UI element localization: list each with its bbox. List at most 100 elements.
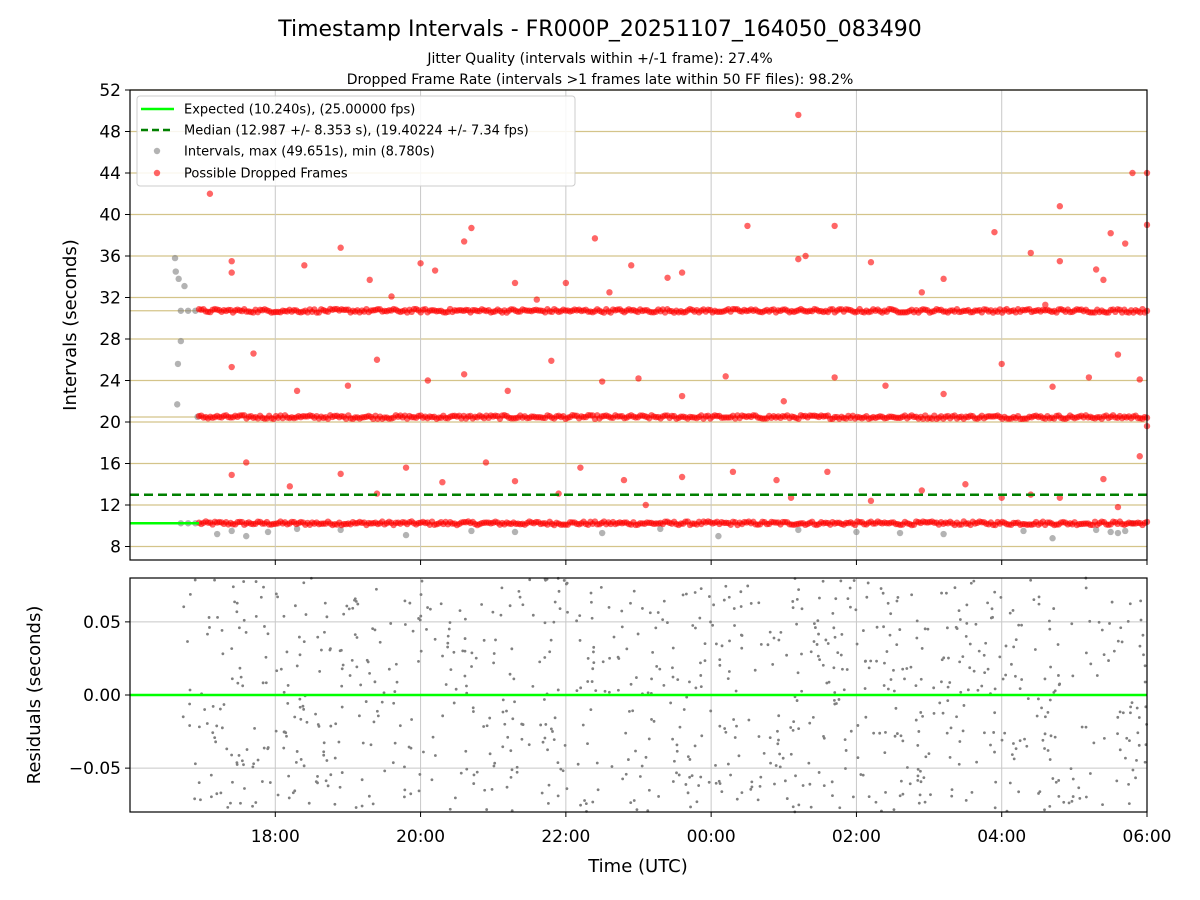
residual-point — [869, 659, 873, 663]
residual-point — [531, 684, 535, 688]
residual-point — [301, 704, 305, 708]
residual-point — [215, 724, 219, 728]
interval-point — [511, 528, 519, 536]
residual-point — [1043, 677, 1047, 681]
residual-point — [1043, 808, 1046, 812]
dropped-frame-point — [548, 357, 555, 364]
residual-point — [368, 671, 371, 675]
residual-point — [488, 716, 492, 720]
residual-point — [895, 599, 899, 603]
residual-point — [681, 593, 685, 597]
residual-point — [915, 636, 919, 640]
residual-point — [863, 687, 867, 690]
residual-point — [531, 613, 535, 617]
residual-point — [867, 666, 871, 670]
residual-point — [634, 676, 638, 679]
residual-point — [661, 618, 665, 622]
residual-point — [448, 807, 452, 811]
residual-point — [510, 647, 514, 651]
residual-point — [548, 650, 552, 654]
residual-point — [353, 598, 356, 602]
residual-point — [699, 685, 703, 689]
residual-point — [492, 764, 496, 768]
interval-point — [657, 525, 664, 533]
residual-point — [753, 668, 757, 672]
residual-point — [211, 704, 215, 708]
residual-point — [800, 689, 804, 693]
residual-point — [1020, 623, 1023, 627]
residual-point — [617, 657, 621, 660]
residual-point — [941, 711, 945, 715]
residual-point — [398, 724, 402, 728]
residual-point — [1014, 638, 1018, 642]
residual-point — [1078, 796, 1082, 800]
residual-point — [878, 731, 882, 735]
residual-point — [586, 657, 590, 660]
residual-point — [333, 756, 337, 760]
residual-point — [233, 600, 237, 604]
residuals-plot: 18:00 20:00 22:00 00:00 02:00 04:00 06:00 −0.05… — [69, 576, 1172, 847]
residual-point — [274, 729, 278, 733]
interval-point — [598, 529, 606, 537]
residual-point — [718, 782, 722, 785]
residual-point — [620, 609, 624, 613]
residual-point — [494, 638, 497, 642]
interval-point — [228, 527, 235, 535]
residual-point — [373, 680, 377, 684]
dropped-frame-point — [388, 293, 395, 300]
residual-point — [647, 788, 651, 792]
residual-point — [264, 655, 268, 659]
residual-point — [950, 794, 954, 798]
residual-point — [417, 659, 420, 663]
interval-point — [1092, 526, 1100, 534]
legend-label: Median (12.987 +/- 8.353 s), (19.40224 +… — [184, 124, 529, 139]
residual-point — [824, 638, 828, 642]
residual-point — [340, 667, 344, 671]
residual-point — [220, 628, 224, 632]
residual-point — [207, 616, 211, 619]
residual-point — [586, 742, 589, 746]
residual-point — [968, 642, 972, 646]
residual-point — [418, 773, 422, 776]
residual-point — [1095, 674, 1099, 677]
residual-point — [329, 647, 332, 651]
residual-point — [1137, 743, 1141, 747]
residual-point — [818, 596, 821, 600]
residual-point — [779, 631, 783, 634]
legend-label: Expected (10.240s), (25.00000 fps) — [184, 103, 415, 118]
residual-point — [229, 801, 232, 805]
residual-point — [464, 749, 468, 753]
residual-point — [1125, 736, 1129, 740]
dropped-frame-point — [1092, 266, 1100, 273]
residual-point — [839, 653, 843, 657]
residual-point — [403, 765, 406, 769]
dropped-frame-point — [991, 228, 998, 236]
dropped-frame-point — [460, 238, 468, 245]
residual-point — [509, 775, 513, 779]
residual-point — [739, 633, 743, 637]
residual-point — [1084, 795, 1088, 799]
residual-point — [508, 672, 512, 676]
residual-point — [373, 628, 377, 632]
residual-point — [1130, 701, 1134, 705]
dropped-frame-point — [678, 473, 686, 481]
residual-point — [407, 745, 411, 749]
residual-point — [491, 610, 495, 614]
chart-subtitle-jitter: Jitter Quality (intervals within +/-1 fr… — [426, 51, 772, 67]
top-ytick-label: 16 — [99, 455, 121, 475]
residual-point — [293, 604, 297, 608]
residual-point — [601, 660, 605, 664]
residual-point — [215, 792, 219, 796]
residual-point — [1108, 622, 1111, 625]
residual-point — [295, 664, 299, 668]
residual-point — [709, 709, 713, 713]
dropped-frame-point — [1056, 257, 1064, 265]
residual-point — [1057, 674, 1060, 677]
legend-box — [136, 95, 576, 187]
residual-point — [831, 794, 834, 798]
residual-point — [662, 684, 666, 687]
residual-point — [932, 711, 936, 715]
interval-point — [1020, 527, 1027, 535]
residual-point — [552, 738, 556, 742]
chart-subtitle-dropped: Dropped Frame Rate (intervals >1 frames … — [347, 72, 854, 88]
